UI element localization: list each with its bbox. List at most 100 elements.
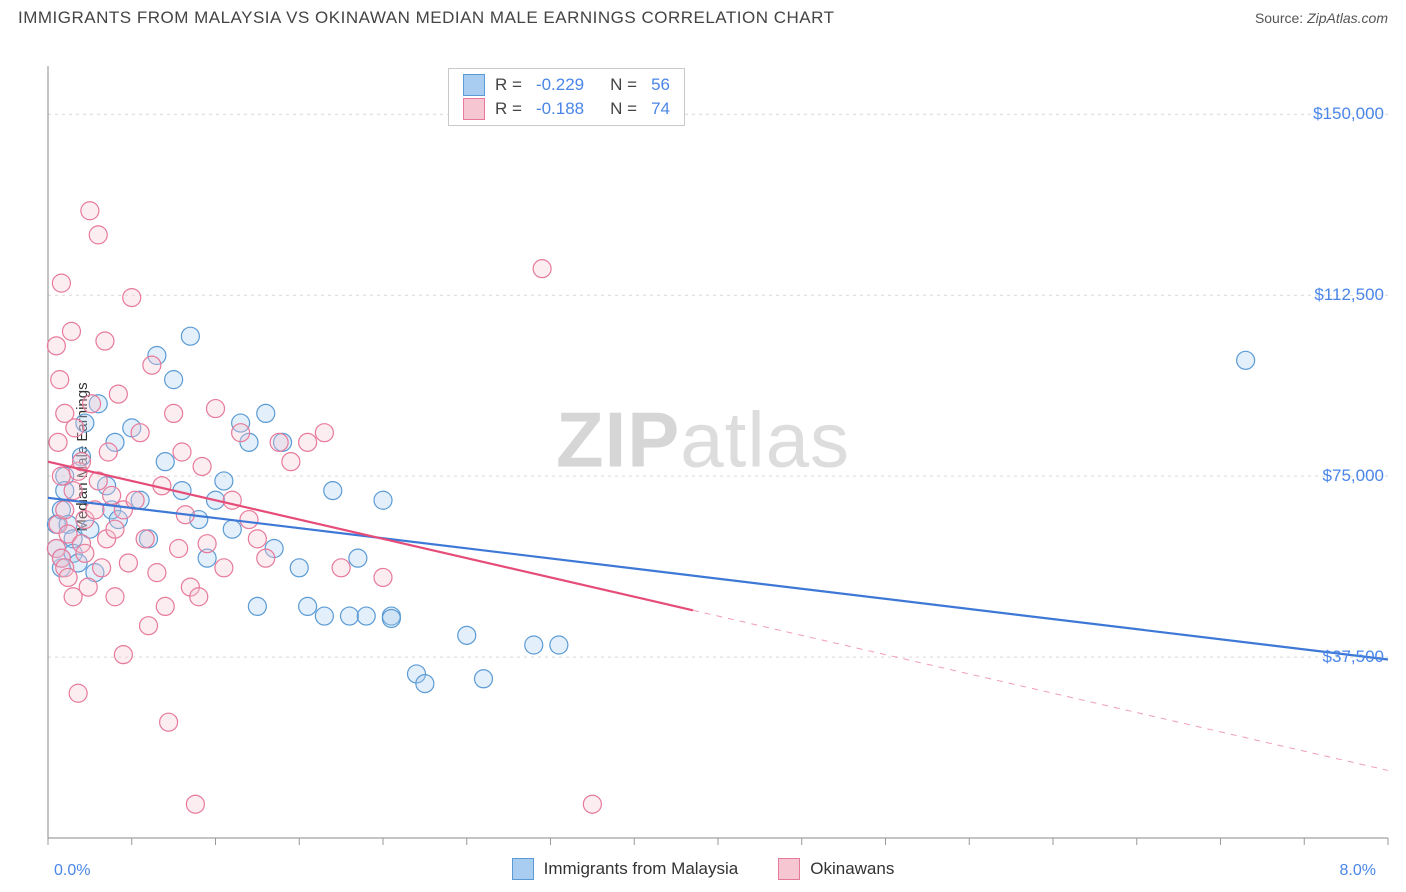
data-point [99, 443, 117, 461]
r-value: -0.229 [536, 75, 584, 95]
data-point [76, 544, 94, 562]
legend-row-malaysia: R = -0.229 N = 56 [463, 73, 670, 97]
data-point [257, 549, 275, 567]
data-point [232, 424, 250, 442]
data-point [315, 607, 333, 625]
data-point [123, 289, 141, 307]
data-point [106, 520, 124, 538]
data-point [458, 626, 476, 644]
data-point [240, 511, 258, 529]
n-label: N = [610, 75, 637, 95]
data-point [583, 795, 601, 813]
data-point [52, 274, 70, 292]
data-point [1237, 351, 1255, 369]
data-point [109, 385, 127, 403]
data-point [62, 322, 80, 340]
legend-label: Okinawans [810, 859, 894, 879]
data-point [341, 607, 359, 625]
data-point [165, 404, 183, 422]
data-point [173, 443, 191, 461]
correlation-legend: R = -0.229 N = 56 R = -0.188 N = 74 [448, 68, 685, 126]
data-point [475, 670, 493, 688]
data-point [223, 520, 241, 538]
data-point [382, 609, 400, 627]
data-point [193, 457, 211, 475]
data-point [186, 795, 204, 813]
data-point [257, 404, 275, 422]
data-point [160, 713, 178, 731]
data-point [69, 684, 87, 702]
data-point [81, 202, 99, 220]
y-tick-label: $112,500 [1314, 285, 1384, 305]
legend-item-okinawans: Okinawans [778, 858, 894, 880]
series-malaysia [47, 327, 1254, 692]
source-credit: Source: ZipAtlas.com [1255, 10, 1388, 26]
trendline-extrapolated-okinawans [693, 610, 1388, 770]
data-point [215, 559, 233, 577]
source-value: ZipAtlas.com [1307, 10, 1388, 26]
data-point [47, 337, 65, 355]
y-tick-label: $150,000 [1313, 104, 1384, 124]
data-point [282, 453, 300, 471]
legend-row-okinawans: R = -0.188 N = 74 [463, 97, 670, 121]
data-point [114, 646, 132, 664]
n-value: 56 [651, 75, 670, 95]
data-point [83, 395, 101, 413]
data-point [525, 636, 543, 654]
data-point [156, 453, 174, 471]
data-point [93, 559, 111, 577]
n-label: N = [610, 99, 637, 119]
r-label: R = [495, 99, 522, 119]
data-point [66, 419, 84, 437]
data-point [315, 424, 333, 442]
scatter-plot-svg [0, 32, 1406, 882]
chart-title: IMMIGRANTS FROM MALAYSIA VS OKINAWAN MED… [18, 8, 834, 28]
n-value: 74 [651, 99, 670, 119]
r-value: -0.188 [536, 99, 584, 119]
legend-item-malaysia: Immigrants from Malaysia [512, 858, 739, 880]
data-point [103, 486, 121, 504]
y-tick-label: $37,500 [1323, 647, 1384, 667]
data-point [140, 617, 158, 635]
data-point [198, 535, 216, 553]
legend-swatch [463, 98, 485, 120]
data-point [270, 433, 288, 451]
data-point [64, 482, 82, 500]
legend-swatch [512, 858, 534, 880]
data-point [215, 472, 233, 490]
trendline-malaysia [48, 498, 1388, 660]
data-point [89, 226, 107, 244]
data-point [533, 260, 551, 278]
data-point [79, 578, 97, 596]
data-point [357, 607, 375, 625]
data-point [349, 549, 367, 567]
data-point [299, 433, 317, 451]
data-point [248, 597, 266, 615]
legend-swatch [463, 74, 485, 96]
data-point [299, 597, 317, 615]
data-point [170, 540, 188, 558]
header: IMMIGRANTS FROM MALAYSIA VS OKINAWAN MED… [0, 0, 1406, 32]
data-point [131, 424, 149, 442]
data-point [290, 559, 308, 577]
data-point [190, 588, 208, 606]
data-point [136, 530, 154, 548]
data-point [181, 327, 199, 345]
data-point [96, 332, 114, 350]
data-point [416, 675, 434, 693]
data-point [143, 356, 161, 374]
data-point [332, 559, 350, 577]
data-point [51, 371, 69, 389]
series-legend: Immigrants from Malaysia Okinawans [0, 858, 1406, 880]
data-point [156, 597, 174, 615]
data-point [248, 530, 266, 548]
legend-label: Immigrants from Malaysia [544, 859, 739, 879]
data-point [56, 501, 74, 519]
data-point [374, 491, 392, 509]
r-label: R = [495, 75, 522, 95]
data-point [374, 568, 392, 586]
data-point [49, 433, 67, 451]
data-point [324, 482, 342, 500]
data-point [106, 588, 124, 606]
data-point [550, 636, 568, 654]
